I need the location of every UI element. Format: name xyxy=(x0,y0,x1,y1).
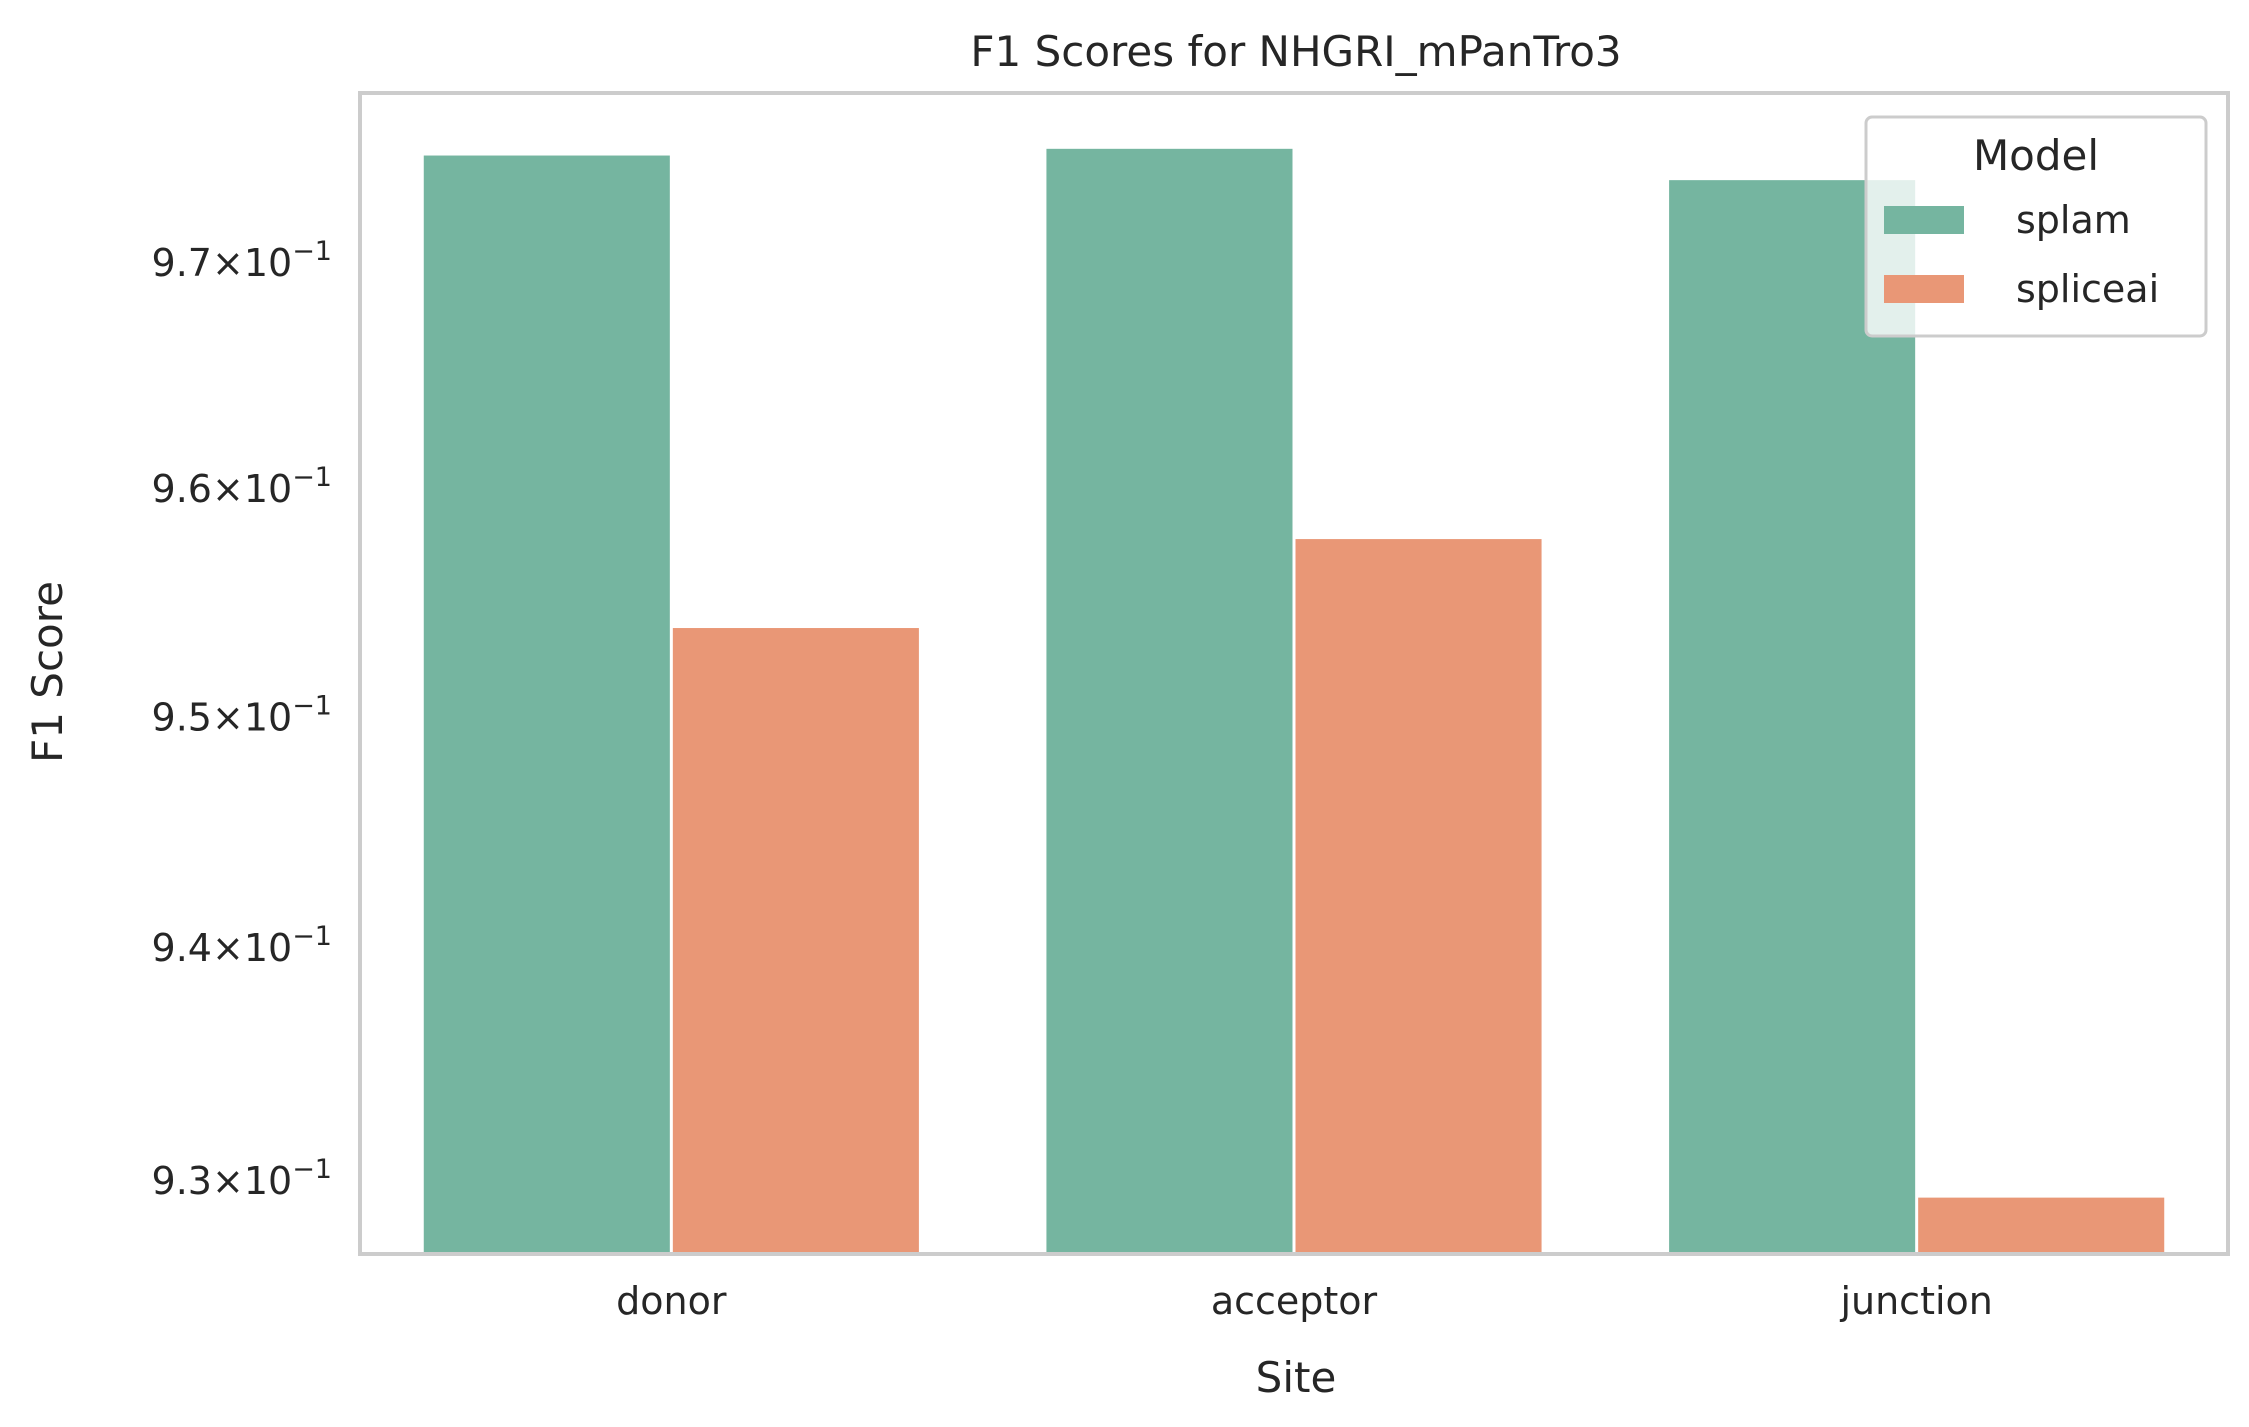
bar-splam-junction xyxy=(1669,180,1916,1254)
x-tick-label: donor xyxy=(616,1279,727,1323)
y-tick-label: 9.7×10−1 xyxy=(152,236,332,285)
legend-title: Model xyxy=(1973,131,2099,180)
legend-label-spliceai: spliceai xyxy=(2016,267,2159,311)
legend-swatch-spliceai xyxy=(1884,275,1964,303)
bar-splam-acceptor xyxy=(1046,148,1293,1254)
y-tick-label: 9.4×10−1 xyxy=(152,921,332,970)
y-tick-label: 9.5×10−1 xyxy=(152,690,332,739)
bar-spliceai-junction xyxy=(1918,1197,2165,1254)
bar-splam-donor xyxy=(423,155,670,1255)
x-tick-label: acceptor xyxy=(1211,1279,1378,1323)
legend: Model splam spliceai xyxy=(1864,115,2208,338)
y-tick-label: 9.3×10−1 xyxy=(152,1154,332,1203)
bar-spliceai-donor xyxy=(672,628,919,1254)
y-axis-label: F1 Score xyxy=(23,581,72,763)
bar-spliceai-acceptor xyxy=(1295,539,1542,1254)
plot-area: donor acceptor junction 9.3×10−1 9.4×10−1 9.5… xyxy=(152,91,2230,1323)
y-tick-label: 9.6×10−1 xyxy=(152,462,332,511)
legend-swatch-splam xyxy=(1884,206,1964,234)
legend-label-splam: splam xyxy=(2016,198,2131,242)
x-tick-label: junction xyxy=(1839,1279,1992,1323)
x-axis-label: Site xyxy=(1256,1353,1337,1402)
chart-title: F1 Scores for NHGRI_mPanTro3 xyxy=(970,27,1621,76)
plot-frame xyxy=(358,91,2230,1256)
